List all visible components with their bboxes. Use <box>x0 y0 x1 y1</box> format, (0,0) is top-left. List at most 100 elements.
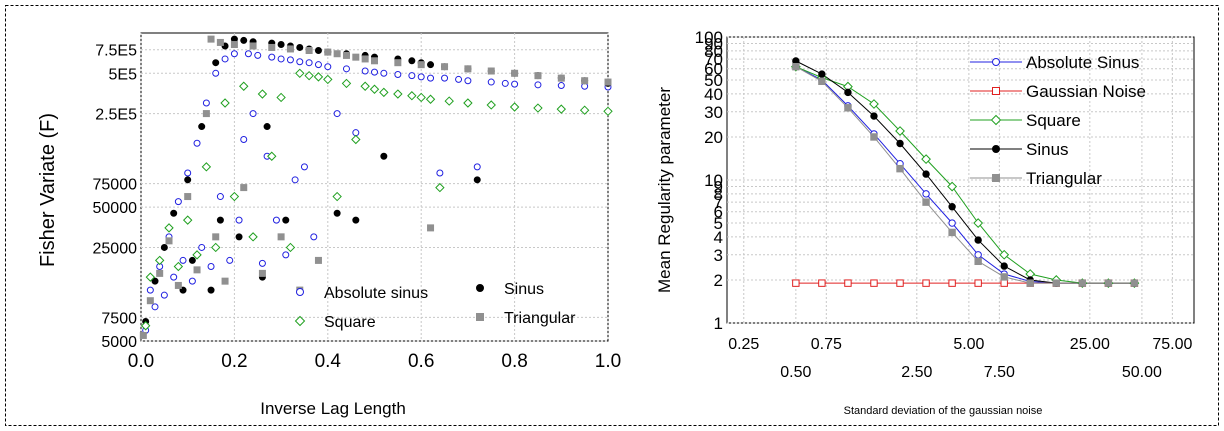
y-tick-label: 75000 <box>93 177 138 194</box>
scatter-point-0 <box>216 193 224 201</box>
scatter-point-2 <box>145 272 156 282</box>
scatter-point-0 <box>254 51 262 59</box>
y-tick-label: 2 <box>714 271 723 290</box>
scatter-point-1 <box>188 256 196 264</box>
x-tick-label-bottom: 7.50 <box>984 364 1015 381</box>
legend-marker-right-4 <box>992 174 1000 182</box>
legend-marker-right-1 <box>992 87 1000 95</box>
scatter-point-0 <box>305 59 313 67</box>
series-point-1 <box>974 279 982 287</box>
y-tick-label: 2.5E5 <box>95 107 137 124</box>
series-point-2 <box>947 181 958 192</box>
scatter-point-1 <box>333 209 341 217</box>
scatter-point-3 <box>464 65 472 73</box>
scatter-point-3 <box>156 269 164 277</box>
scatter-point-0 <box>277 55 285 63</box>
scatter-point-2 <box>579 105 590 115</box>
legend-marker-right-0 <box>992 58 1000 66</box>
scatter-point-2 <box>229 191 240 202</box>
scatter-point-1 <box>170 209 178 217</box>
scatter-point-0 <box>380 69 388 77</box>
scatter-point-3 <box>139 331 147 339</box>
grid-left <box>140 33 609 342</box>
scatter-point-2 <box>257 89 268 99</box>
series-point-2 <box>895 126 905 136</box>
scatter-point-0 <box>408 72 416 80</box>
scatter-point-3 <box>174 281 182 289</box>
series-point-4 <box>948 228 956 237</box>
x-tick-label: 0.8 <box>501 351 527 372</box>
scatter-point-1 <box>235 233 243 241</box>
scatter-point-3 <box>268 43 276 51</box>
y-tick-label: 7.5E5 <box>95 43 137 60</box>
scatter-point-1 <box>352 216 360 224</box>
series-point-3 <box>844 88 852 97</box>
series-point-1 <box>870 279 878 287</box>
scatter-point-3 <box>207 35 215 43</box>
legend-marker-right-2 <box>990 114 1002 126</box>
x-tick-label: 1.0 <box>595 351 621 372</box>
series-point-4 <box>844 104 852 112</box>
scatter-point-0 <box>226 256 234 264</box>
y-axis-label-right: Mean Regularity parameter <box>655 87 674 293</box>
scatter-point-3 <box>216 38 224 46</box>
scatter-point-0 <box>394 70 402 78</box>
x-axis-label-left: Inverse Lag Length <box>260 399 406 418</box>
series-point-3 <box>1000 262 1008 270</box>
legend-label-right: Absolute Sinus <box>1026 53 1139 72</box>
series-point-2 <box>869 99 879 109</box>
scatter-point-2 <box>393 89 403 99</box>
legend-label-right: Gaussian Noise <box>1026 82 1146 101</box>
scatter-point-3 <box>361 55 369 63</box>
scatter-point-3 <box>277 233 285 241</box>
scatter-point-2 <box>140 321 151 331</box>
y-tick-label: 90 <box>704 35 723 54</box>
scatter-point-3 <box>305 47 313 55</box>
scatter-point-3 <box>230 41 238 49</box>
scatter-point-0 <box>179 256 187 264</box>
scatter-point-3 <box>487 67 495 75</box>
scatter-point-1 <box>380 152 388 160</box>
scatter-point-1 <box>296 43 304 51</box>
legend-label-left: Sinus <box>504 281 544 298</box>
series-point-4 <box>1052 279 1060 287</box>
scatter-point-1 <box>473 176 481 184</box>
legend-marker-right-3 <box>992 145 1000 153</box>
scatter-point-0 <box>333 110 341 118</box>
series-point-4 <box>1078 279 1087 287</box>
scatter-point-2 <box>369 84 380 94</box>
scatter-point-2 <box>509 102 520 112</box>
scatter-point-0 <box>296 58 304 66</box>
series-point-1 <box>818 279 826 287</box>
scatter-point-0 <box>300 163 308 171</box>
scatter-point-3 <box>427 224 435 232</box>
scatter-point-1 <box>216 216 224 224</box>
y-tick-label: 50000 <box>93 200 138 217</box>
legend-marker-left-1 <box>476 284 484 292</box>
series-point-3 <box>974 236 982 244</box>
scatter-point-3 <box>441 63 449 71</box>
series-point-1 <box>948 279 956 287</box>
series-point-4 <box>870 133 878 141</box>
legend-marker-left-2 <box>294 315 306 327</box>
scatter-point-2 <box>285 242 296 253</box>
lines-right <box>790 57 1140 289</box>
scatter-point-1 <box>427 61 435 69</box>
x-tick-label: 0.2 <box>221 351 247 372</box>
series-point-1 <box>844 279 852 287</box>
scatter-point-3 <box>221 277 229 285</box>
scatter-point-2 <box>267 151 277 161</box>
scatter-point-3 <box>333 50 341 58</box>
y-tick-label: 8 <box>714 185 723 204</box>
scatter-point-0 <box>184 169 192 177</box>
scatter-point-3 <box>286 45 294 53</box>
y-tick-label: 5 <box>714 214 723 233</box>
scatter-point-0 <box>272 216 280 224</box>
scatter-point-2 <box>239 81 249 91</box>
scatter-point-2 <box>416 92 426 103</box>
y-tick-label: 70 <box>704 50 723 69</box>
scatter-point-0 <box>258 259 266 267</box>
scatter-point-1 <box>207 286 215 294</box>
x-axis-label-right: Standard deviation of the gaussian noise <box>844 405 1043 417</box>
